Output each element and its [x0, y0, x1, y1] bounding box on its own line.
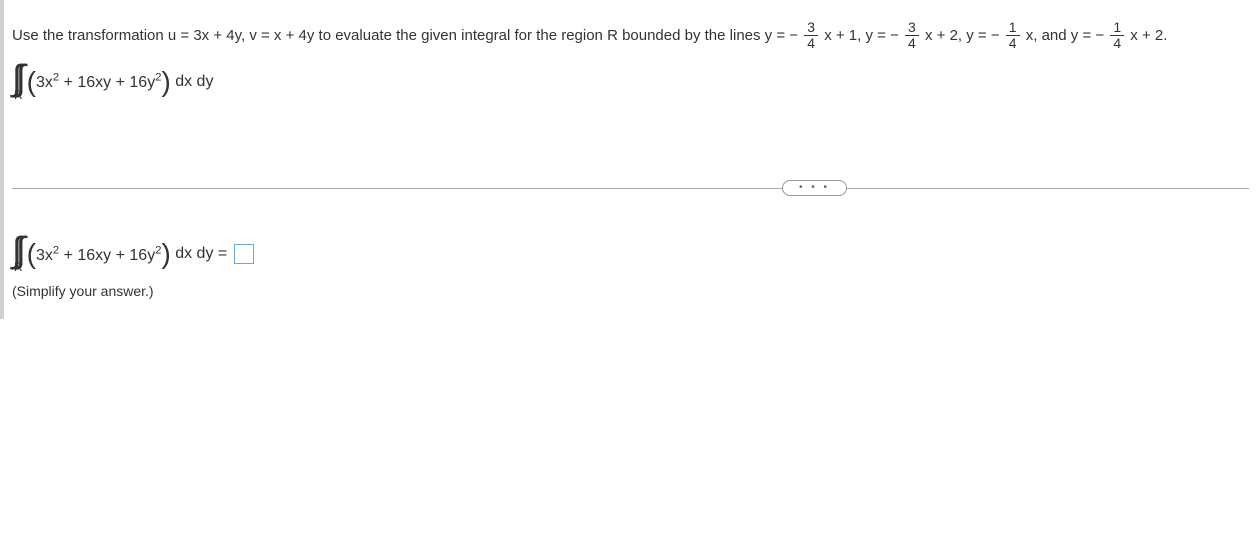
- integral-expression: ∫∫ R (3x2 + 16xy + 16y2) dx dy: [12, 64, 1249, 100]
- answer-integral-row: ∫∫ R (3x2 + 16xy + 16y2) dx dy =: [12, 236, 1249, 272]
- content-divider: • • •: [12, 180, 1249, 196]
- answer-hint: (Simplify your answer.): [12, 283, 1249, 299]
- seg-3: x, and y =: [1026, 27, 1096, 44]
- expand-button[interactable]: • • •: [782, 180, 847, 196]
- answer-section: ∫∫ R (3x2 + 16xy + 16y2) dx dy = (Simpli…: [12, 236, 1249, 298]
- neg-3: −: [991, 27, 1004, 44]
- neg-1: −: [789, 27, 802, 44]
- neg-4: −: [1095, 27, 1108, 44]
- integrand: (3x2 + 16xy + 16y2) dx dy: [27, 72, 214, 92]
- problem-intro: Use the transformation u = 3x + 4y, v = …: [12, 27, 789, 44]
- seg-2: x + 2, y =: [925, 27, 991, 44]
- double-integral-symbol: ∫∫ R: [12, 64, 23, 100]
- divider-line-right: [847, 188, 1249, 189]
- fraction-3: 14: [1006, 20, 1020, 52]
- integrand-2: (3x2 + 16xy + 16y2) dx dy =: [27, 244, 254, 264]
- fraction-1: 34: [804, 20, 818, 52]
- neg-2: −: [890, 27, 903, 44]
- answer-input[interactable]: [234, 244, 254, 264]
- seg-4: x + 2.: [1130, 27, 1167, 44]
- fraction-4: 14: [1110, 20, 1124, 52]
- problem-statement: Use the transformation u = 3x + 4y, v = …: [12, 20, 1249, 52]
- divider-line-left: [12, 188, 782, 189]
- fraction-2: 34: [905, 20, 919, 52]
- double-integral-symbol-2: ∫∫ R: [12, 236, 23, 272]
- seg-1: x + 1, y =: [824, 27, 890, 44]
